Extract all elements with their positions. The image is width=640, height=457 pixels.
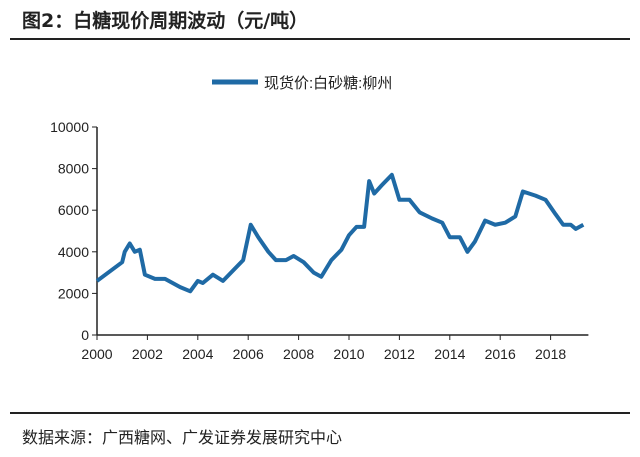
x-tick-label: 2018 xyxy=(535,346,566,362)
source-note: 数据来源：广西糖网、广发证券发展研究中心 xyxy=(22,428,343,447)
x-tick-label: 2008 xyxy=(283,346,314,362)
y-tick-label: 10000 xyxy=(50,119,89,135)
x-tick-label: 2000 xyxy=(81,346,112,362)
y-tick-label: 6000 xyxy=(58,202,89,218)
x-tick-label: 2004 xyxy=(182,346,213,362)
x-tick-label: 2012 xyxy=(384,346,415,362)
x-tick-label: 2002 xyxy=(132,346,163,362)
legend-label: 现货价:白砂糖:柳州 xyxy=(264,75,392,92)
title-rule xyxy=(10,38,630,40)
y-tick-label: 8000 xyxy=(58,161,89,177)
x-tick-label: 2016 xyxy=(485,346,516,362)
x-tick-label: 2010 xyxy=(333,346,364,362)
x-tick-label: 2014 xyxy=(434,346,465,362)
series-line xyxy=(95,172,585,294)
y-tick-label: 2000 xyxy=(58,285,89,301)
y-tick-label: 4000 xyxy=(58,244,89,260)
source-rule xyxy=(10,412,630,414)
figure-title: 图2：白糖现价周期波动（元/吨） xyxy=(22,10,309,32)
x-tick-label: 2006 xyxy=(233,346,264,362)
y-tick-label: 0 xyxy=(81,327,89,343)
